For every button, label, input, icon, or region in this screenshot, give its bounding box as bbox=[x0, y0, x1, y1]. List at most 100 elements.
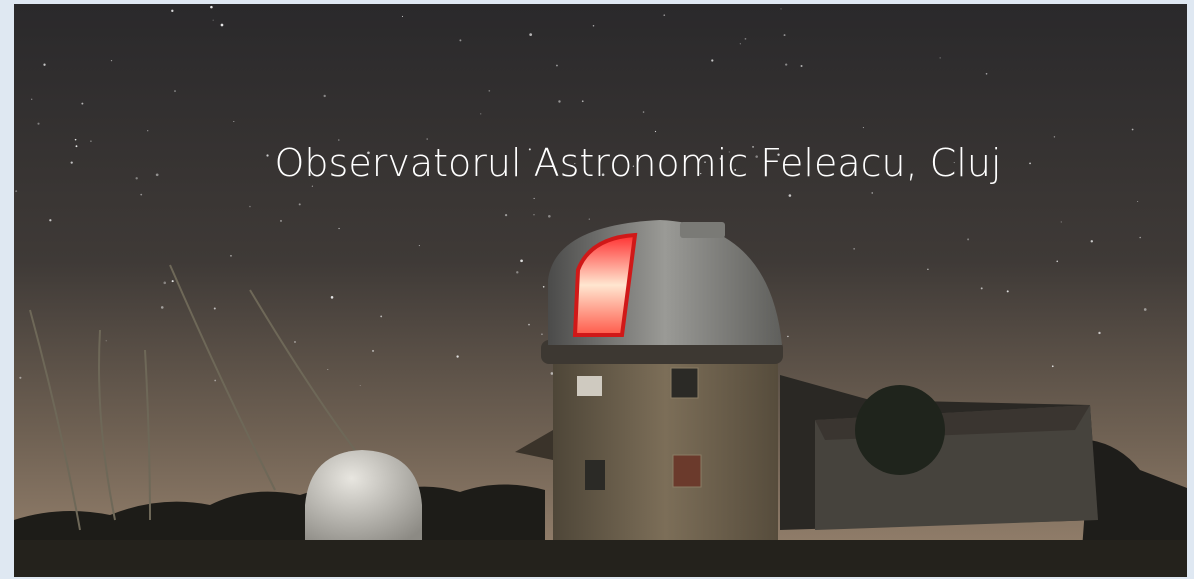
star bbox=[380, 316, 382, 318]
star bbox=[49, 219, 51, 221]
star bbox=[230, 255, 231, 256]
star bbox=[331, 296, 334, 299]
star bbox=[214, 380, 216, 382]
star bbox=[161, 306, 164, 309]
star bbox=[172, 280, 174, 282]
star bbox=[233, 121, 234, 122]
star bbox=[516, 271, 518, 273]
star bbox=[294, 341, 296, 343]
star bbox=[76, 145, 78, 147]
star bbox=[81, 103, 83, 105]
star bbox=[427, 138, 428, 139]
star bbox=[528, 324, 530, 326]
ground bbox=[14, 540, 1187, 577]
star bbox=[90, 140, 91, 141]
star bbox=[863, 127, 864, 128]
star bbox=[266, 154, 268, 156]
dome-shutter bbox=[680, 222, 725, 238]
star bbox=[402, 16, 403, 17]
star bbox=[360, 385, 361, 386]
page: Observatorul Astronomic Feleacu, Cluj ((… bbox=[0, 0, 1194, 579]
star bbox=[171, 10, 173, 12]
star bbox=[419, 245, 420, 246]
star bbox=[480, 113, 481, 114]
star bbox=[43, 64, 45, 66]
star bbox=[711, 59, 713, 61]
star bbox=[558, 100, 560, 102]
star bbox=[556, 65, 558, 67]
star bbox=[1132, 129, 1134, 131]
star bbox=[136, 177, 138, 179]
star bbox=[156, 173, 159, 176]
star bbox=[111, 60, 112, 61]
star bbox=[781, 8, 782, 9]
star bbox=[529, 33, 532, 36]
star bbox=[940, 57, 941, 58]
photo: Observatorul Astronomic Feleacu, Cluj bbox=[0, 0, 1194, 579]
star bbox=[589, 218, 590, 219]
star bbox=[967, 238, 969, 240]
star bbox=[1144, 308, 1147, 311]
star bbox=[106, 340, 107, 341]
star bbox=[986, 73, 988, 75]
star bbox=[19, 377, 21, 379]
star bbox=[147, 130, 148, 131]
star bbox=[927, 269, 928, 270]
star bbox=[71, 162, 73, 164]
star bbox=[520, 259, 523, 262]
star bbox=[1061, 221, 1062, 222]
sign bbox=[577, 376, 602, 396]
star bbox=[324, 95, 326, 97]
window bbox=[671, 368, 698, 398]
star bbox=[505, 214, 507, 216]
window bbox=[673, 455, 701, 487]
star bbox=[163, 282, 166, 285]
star bbox=[249, 206, 251, 208]
star bbox=[533, 214, 534, 215]
star bbox=[214, 307, 216, 309]
star bbox=[655, 131, 656, 132]
star bbox=[140, 194, 142, 196]
star bbox=[372, 350, 374, 352]
star bbox=[1052, 365, 1054, 367]
star bbox=[582, 100, 584, 102]
star bbox=[534, 198, 535, 199]
star bbox=[1139, 237, 1141, 239]
star bbox=[1054, 136, 1055, 137]
window bbox=[585, 460, 605, 490]
star bbox=[327, 369, 328, 370]
star bbox=[37, 123, 39, 125]
star bbox=[1137, 201, 1138, 202]
star bbox=[312, 186, 313, 187]
tree bbox=[855, 385, 945, 475]
star bbox=[210, 6, 213, 9]
star bbox=[548, 215, 551, 218]
star bbox=[789, 194, 792, 197]
star bbox=[784, 34, 786, 36]
star bbox=[541, 333, 543, 335]
star bbox=[1029, 163, 1031, 165]
star bbox=[871, 192, 872, 193]
star bbox=[663, 14, 665, 16]
star bbox=[740, 43, 741, 44]
star bbox=[174, 90, 176, 92]
star bbox=[787, 336, 788, 337]
star bbox=[459, 39, 461, 41]
star bbox=[456, 355, 458, 357]
star bbox=[299, 203, 301, 205]
title: Observatorul Astronomic Feleacu, Cluj bbox=[275, 141, 1002, 185]
star bbox=[551, 372, 554, 375]
star bbox=[853, 248, 854, 249]
star bbox=[981, 287, 983, 289]
star bbox=[31, 99, 32, 100]
star bbox=[593, 25, 595, 27]
star bbox=[15, 190, 17, 192]
star bbox=[785, 63, 787, 65]
star bbox=[213, 20, 214, 21]
star bbox=[280, 220, 282, 222]
star bbox=[543, 286, 545, 288]
star bbox=[338, 228, 339, 229]
star bbox=[801, 65, 803, 67]
star bbox=[745, 38, 747, 40]
star bbox=[488, 90, 490, 92]
